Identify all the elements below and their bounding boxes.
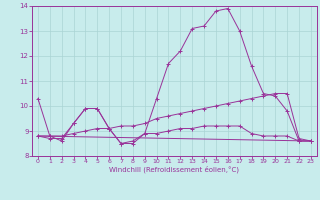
X-axis label: Windchill (Refroidissement éolien,°C): Windchill (Refroidissement éolien,°C) xyxy=(109,166,239,173)
